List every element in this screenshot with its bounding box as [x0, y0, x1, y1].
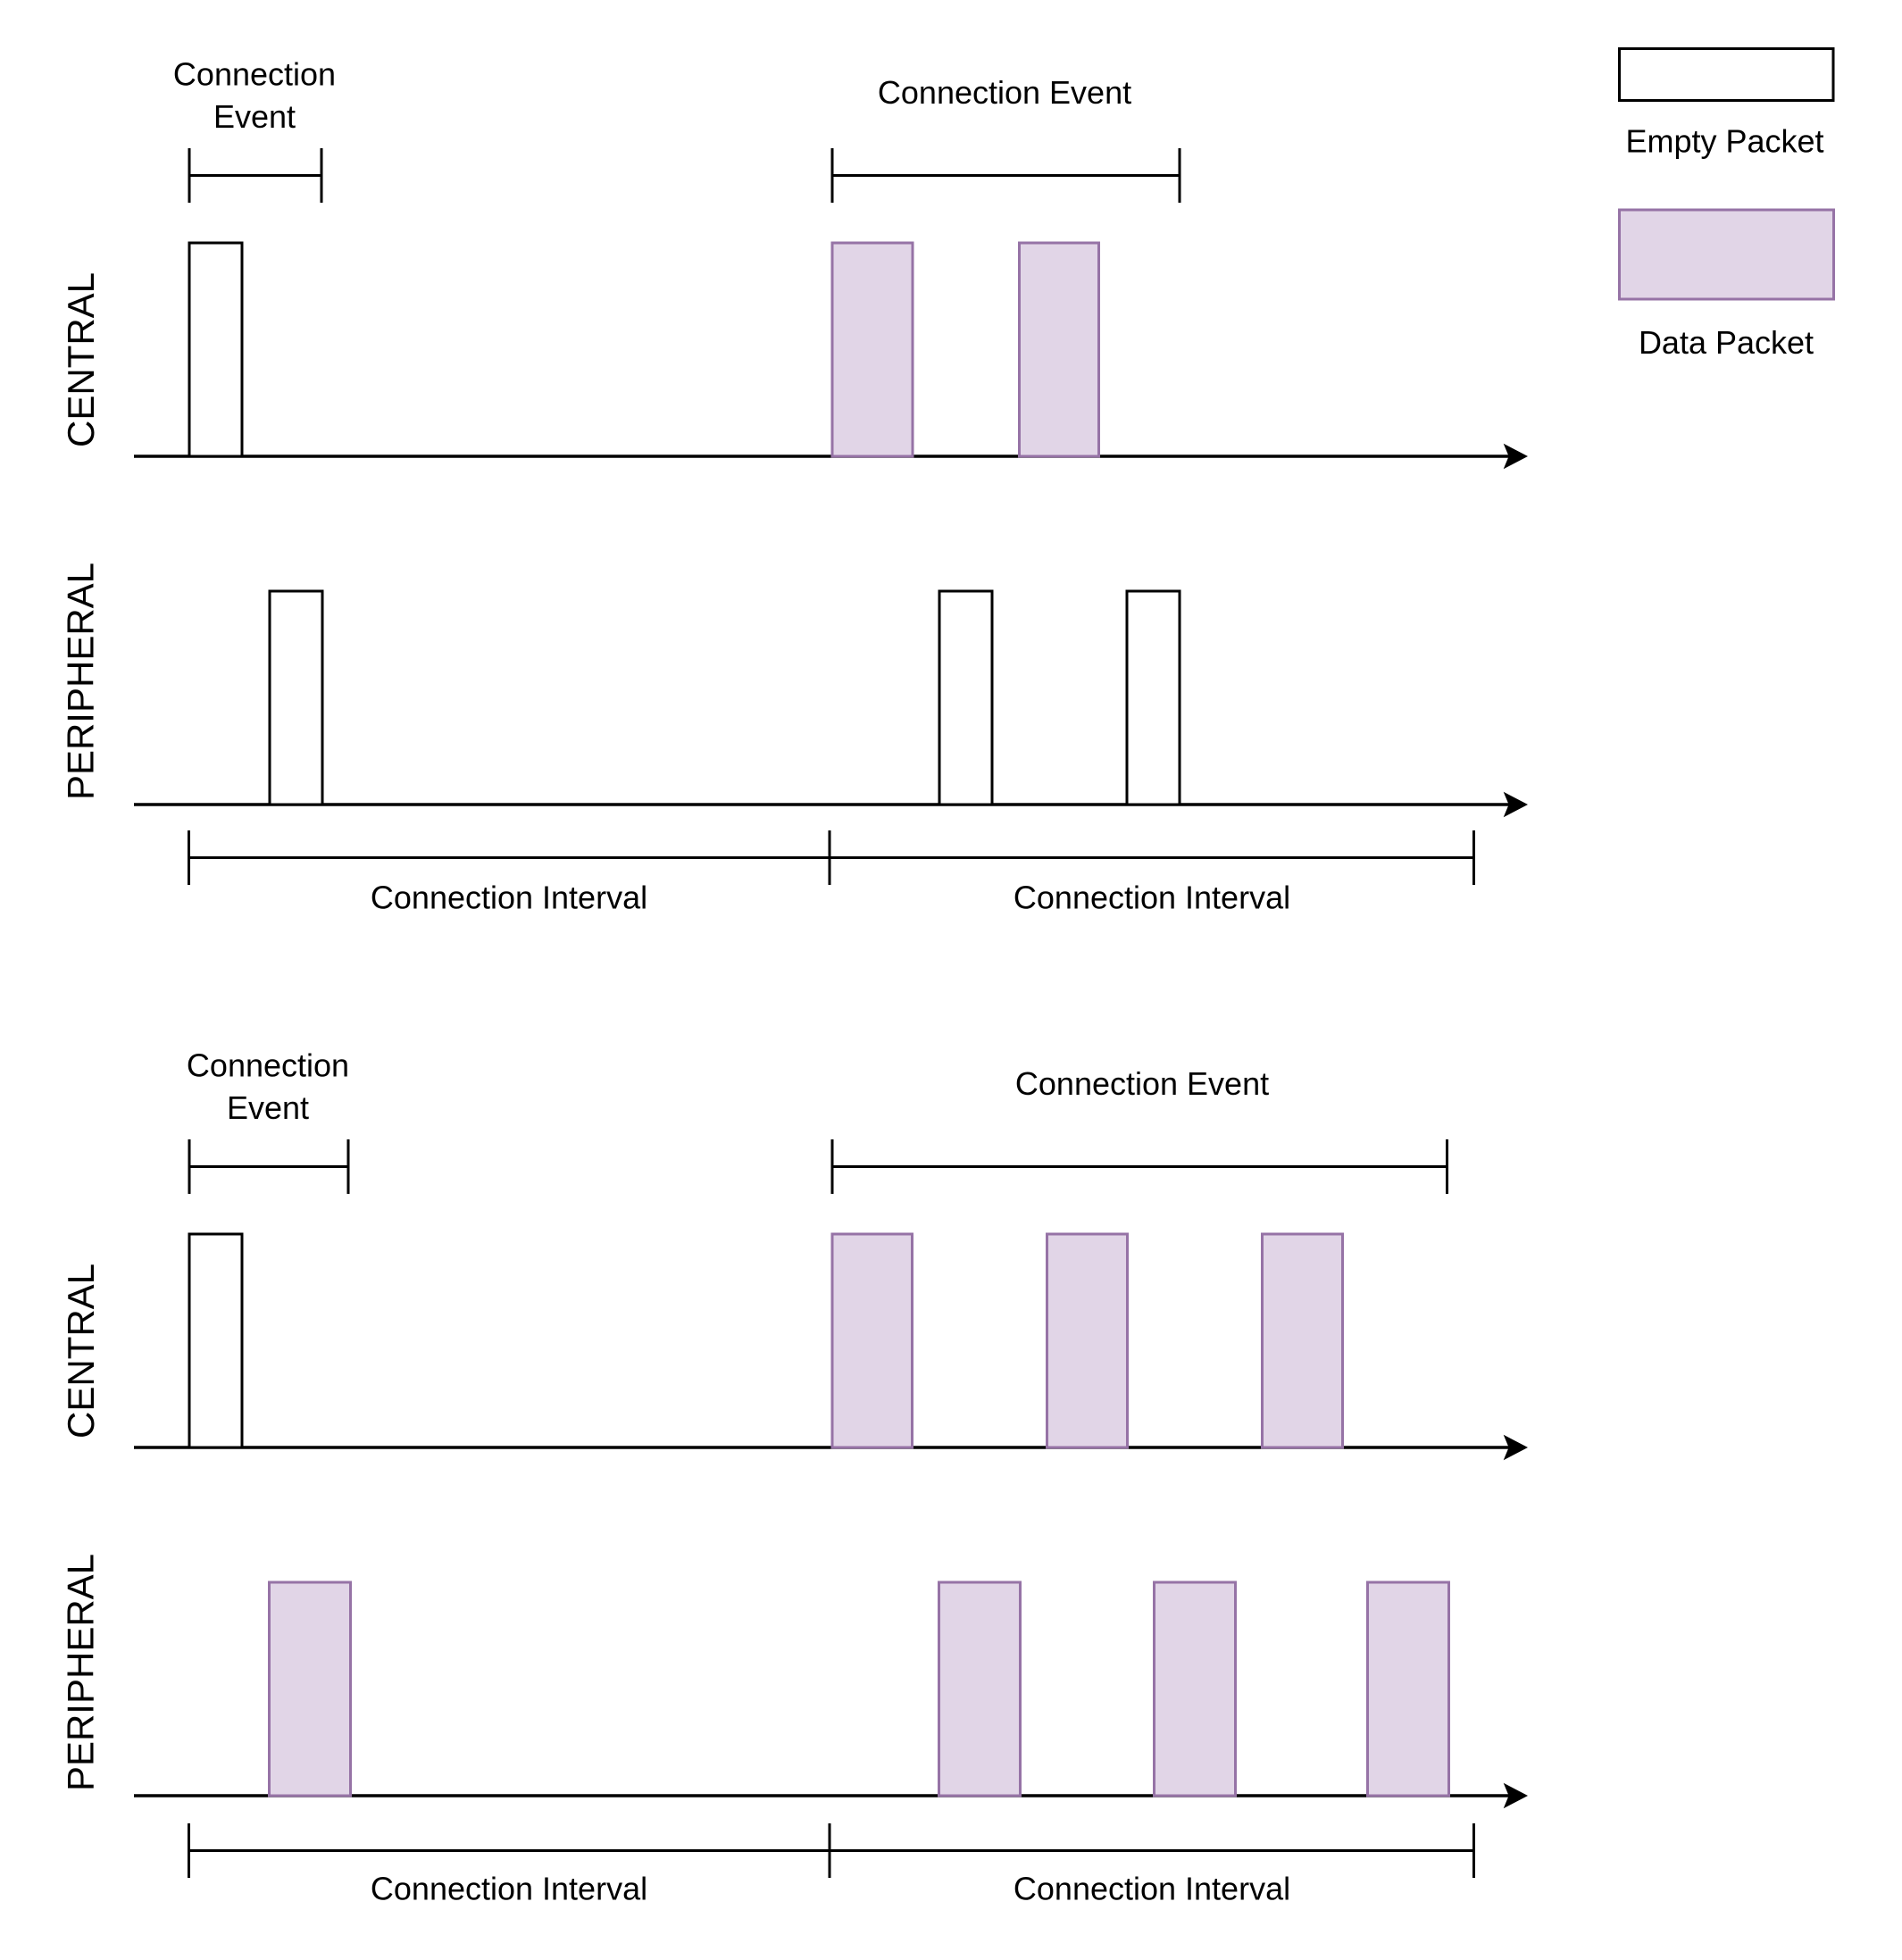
svg-text:Connection Interval: Connection Interval: [371, 1871, 647, 1907]
svg-text:Event: Event: [213, 98, 296, 135]
svg-text:Connection Event: Connection Event: [878, 74, 1131, 111]
svg-text:PERIPHERAL: PERIPHERAL: [60, 1554, 102, 1791]
svg-text:Connection Interval: Connection Interval: [371, 880, 647, 916]
svg-text:PERIPHERAL: PERIPHERAL: [60, 563, 102, 800]
svg-text:CENTRAL: CENTRAL: [60, 272, 102, 447]
svg-text:Connection Interval: Connection Interval: [1014, 880, 1290, 916]
svg-text:CENTRAL: CENTRAL: [60, 1264, 102, 1439]
svg-text:Event: Event: [227, 1089, 309, 1126]
svg-text:Data Packet: Data Packet: [1639, 324, 1814, 361]
svg-text:Empty Packet: Empty Packet: [1625, 123, 1823, 160]
svg-text:Connection Event: Connection Event: [1015, 1065, 1269, 1102]
svg-text:Connection: Connection: [187, 1047, 349, 1084]
svg-text:Connection Interval: Connection Interval: [1014, 1871, 1290, 1907]
svg-text:Connection: Connection: [173, 56, 336, 93]
